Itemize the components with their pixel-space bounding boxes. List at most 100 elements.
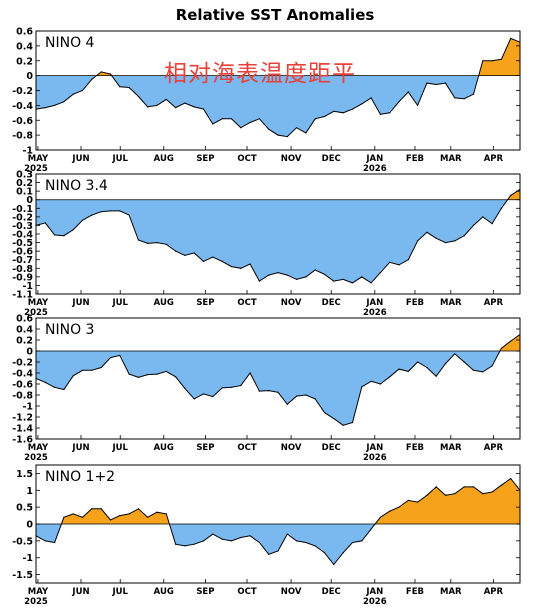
data-point bbox=[296, 127, 298, 129]
data-point bbox=[137, 508, 139, 510]
x-tick-label: NOV bbox=[281, 298, 302, 308]
data-point bbox=[333, 110, 335, 112]
year-label: 2025 bbox=[24, 164, 48, 174]
x-tick-label: MAR bbox=[440, 154, 462, 164]
y-tick-label: -0.6 bbox=[12, 380, 33, 391]
data-point bbox=[277, 272, 279, 274]
y-tick-label: -1.6 bbox=[12, 435, 33, 446]
y-tick-label: 1 bbox=[26, 486, 33, 497]
y-tick-label: 0.2 bbox=[16, 178, 33, 189]
data-point bbox=[389, 261, 391, 263]
x-tick-label: DEC bbox=[322, 587, 341, 597]
data-point bbox=[100, 71, 102, 73]
data-point bbox=[44, 222, 46, 224]
y-tick-label: -0.8 bbox=[12, 391, 33, 402]
x-tick-label: SEP bbox=[196, 443, 214, 453]
y-tick-label: 0 bbox=[26, 520, 33, 531]
y-tick-label: -0.4 bbox=[12, 230, 33, 241]
x-tick-label: DEC bbox=[322, 298, 341, 308]
x-tick-label: SEP bbox=[196, 154, 214, 164]
data-point bbox=[342, 112, 344, 114]
y-tick-label: -1 bbox=[22, 281, 33, 292]
data-point bbox=[510, 37, 512, 40]
data-point bbox=[398, 101, 400, 103]
data-point bbox=[119, 354, 121, 356]
data-point bbox=[109, 73, 112, 75]
data-point bbox=[510, 340, 512, 342]
year-label: 2026 bbox=[363, 164, 387, 174]
data-point bbox=[510, 477, 512, 480]
data-point bbox=[175, 107, 177, 109]
data-point bbox=[277, 134, 279, 136]
data-point bbox=[165, 370, 167, 372]
x-tick-label: JAN bbox=[365, 587, 383, 597]
y-tick-label: -1.2 bbox=[12, 413, 33, 424]
data-point bbox=[221, 538, 223, 540]
data-point bbox=[323, 115, 326, 118]
y-tick-label: 1.5 bbox=[16, 469, 33, 480]
data-point bbox=[482, 60, 484, 62]
data-point bbox=[119, 515, 121, 517]
data-point bbox=[268, 128, 270, 130]
data-point bbox=[370, 97, 372, 99]
data-point bbox=[212, 533, 214, 535]
data-point bbox=[184, 387, 186, 389]
year-label: 2025 bbox=[24, 597, 48, 607]
data-point bbox=[351, 108, 354, 110]
data-point bbox=[314, 545, 316, 547]
y-tick-label: 0.6 bbox=[16, 314, 33, 325]
data-point bbox=[510, 194, 512, 196]
data-point bbox=[435, 375, 437, 377]
data-point bbox=[454, 240, 456, 242]
data-point bbox=[81, 219, 84, 221]
y-tick-label: -0.2 bbox=[12, 358, 33, 369]
data-point bbox=[81, 89, 84, 92]
data-point bbox=[268, 274, 270, 276]
data-point bbox=[184, 254, 186, 256]
y-tick-label: -0.9 bbox=[12, 272, 33, 283]
data-point bbox=[128, 214, 130, 216]
data-point bbox=[193, 543, 195, 545]
data-point bbox=[314, 118, 316, 120]
data-point bbox=[491, 60, 493, 62]
data-point bbox=[454, 493, 456, 495]
data-point bbox=[100, 366, 102, 369]
data-point bbox=[435, 237, 437, 239]
data-point bbox=[212, 256, 214, 258]
data-point bbox=[81, 369, 84, 371]
data-point bbox=[119, 210, 121, 212]
y-tick-label: -0.8 bbox=[12, 264, 33, 275]
data-point bbox=[165, 98, 167, 100]
data-point bbox=[230, 386, 233, 388]
data-point bbox=[370, 282, 372, 284]
x-tick-label: MAY bbox=[28, 298, 49, 308]
data-point bbox=[100, 508, 102, 510]
data-point bbox=[398, 368, 400, 370]
data-point bbox=[156, 104, 158, 106]
data-point bbox=[500, 347, 502, 349]
y-tick-label: 0.3 bbox=[16, 170, 33, 181]
data-point bbox=[454, 97, 456, 99]
data-point bbox=[398, 506, 400, 508]
data-point bbox=[165, 513, 167, 515]
data-point bbox=[165, 243, 167, 245]
data-point bbox=[258, 118, 260, 120]
x-tick-label: APR bbox=[484, 154, 504, 164]
data-point bbox=[91, 369, 93, 371]
data-point bbox=[137, 239, 139, 241]
data-point bbox=[258, 390, 260, 392]
data-point bbox=[500, 207, 502, 209]
x-tick-label: SEP bbox=[196, 298, 214, 308]
x-tick-label: SEP bbox=[196, 587, 214, 597]
data-point bbox=[137, 95, 139, 97]
x-tick-label: JAN bbox=[365, 154, 383, 164]
data-point bbox=[389, 510, 391, 512]
x-tick-label: FEB bbox=[406, 443, 424, 453]
y-tick-label: -0.7 bbox=[12, 255, 33, 266]
data-point bbox=[417, 501, 419, 503]
data-point bbox=[249, 535, 251, 537]
data-point bbox=[398, 264, 400, 266]
data-point bbox=[444, 363, 447, 365]
data-point bbox=[370, 528, 372, 530]
data-point bbox=[500, 484, 502, 486]
